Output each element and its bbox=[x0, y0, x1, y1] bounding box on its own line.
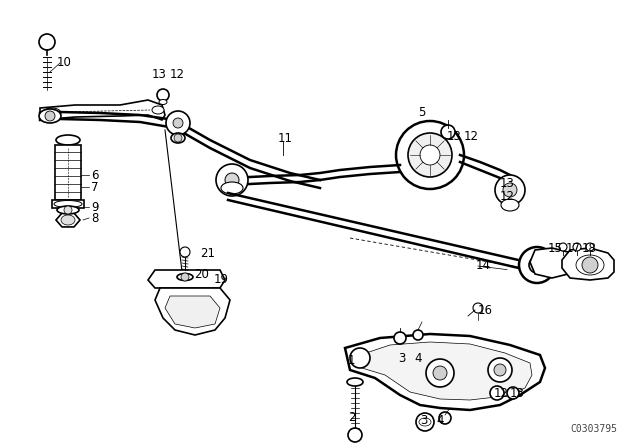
Circle shape bbox=[519, 247, 555, 283]
Text: 13: 13 bbox=[500, 177, 515, 190]
Ellipse shape bbox=[347, 378, 363, 386]
Ellipse shape bbox=[61, 215, 75, 225]
Text: 20: 20 bbox=[194, 267, 209, 280]
Ellipse shape bbox=[56, 135, 80, 145]
Circle shape bbox=[39, 34, 55, 50]
Text: 9: 9 bbox=[91, 201, 99, 214]
Circle shape bbox=[413, 330, 423, 340]
Circle shape bbox=[490, 386, 504, 400]
Polygon shape bbox=[155, 288, 230, 335]
Text: 13: 13 bbox=[152, 68, 167, 81]
Polygon shape bbox=[40, 100, 165, 120]
Circle shape bbox=[45, 111, 55, 121]
Circle shape bbox=[559, 243, 567, 251]
Circle shape bbox=[180, 247, 190, 257]
Circle shape bbox=[173, 118, 183, 128]
Circle shape bbox=[157, 89, 169, 101]
Text: 8: 8 bbox=[91, 211, 99, 224]
Circle shape bbox=[174, 134, 182, 142]
Ellipse shape bbox=[57, 206, 79, 214]
Circle shape bbox=[439, 412, 451, 424]
Circle shape bbox=[495, 175, 525, 205]
Ellipse shape bbox=[501, 199, 519, 211]
Circle shape bbox=[426, 359, 454, 387]
Polygon shape bbox=[530, 248, 572, 278]
Text: 12: 12 bbox=[494, 387, 509, 400]
Text: 21: 21 bbox=[200, 246, 215, 259]
Ellipse shape bbox=[43, 108, 61, 118]
Circle shape bbox=[441, 125, 455, 139]
Circle shape bbox=[433, 366, 447, 380]
Text: 13: 13 bbox=[447, 129, 462, 142]
Text: 10: 10 bbox=[57, 56, 72, 69]
Circle shape bbox=[348, 428, 362, 442]
Text: 3: 3 bbox=[420, 414, 428, 426]
Text: 4: 4 bbox=[436, 414, 444, 426]
Ellipse shape bbox=[171, 133, 185, 143]
Circle shape bbox=[216, 164, 248, 196]
Circle shape bbox=[420, 145, 440, 165]
Text: 3: 3 bbox=[398, 352, 405, 365]
Text: 7: 7 bbox=[91, 181, 99, 194]
Text: 16: 16 bbox=[478, 303, 493, 316]
Circle shape bbox=[64, 206, 72, 214]
Ellipse shape bbox=[177, 273, 193, 280]
Text: 5: 5 bbox=[418, 105, 426, 119]
Circle shape bbox=[586, 243, 594, 251]
Polygon shape bbox=[165, 296, 220, 328]
Text: 12: 12 bbox=[464, 129, 479, 142]
Ellipse shape bbox=[152, 106, 164, 114]
Circle shape bbox=[350, 348, 370, 368]
Text: 18: 18 bbox=[582, 241, 597, 254]
Text: 2: 2 bbox=[348, 410, 355, 423]
Polygon shape bbox=[148, 270, 225, 288]
Ellipse shape bbox=[159, 99, 167, 104]
Polygon shape bbox=[562, 248, 614, 280]
Polygon shape bbox=[360, 342, 532, 400]
Ellipse shape bbox=[54, 201, 82, 207]
Text: 4: 4 bbox=[414, 352, 422, 365]
Circle shape bbox=[488, 358, 512, 382]
Text: 19: 19 bbox=[214, 272, 229, 285]
Text: 13: 13 bbox=[510, 387, 525, 400]
Circle shape bbox=[573, 243, 581, 251]
Circle shape bbox=[507, 387, 519, 399]
Ellipse shape bbox=[419, 418, 431, 426]
Text: 1: 1 bbox=[348, 353, 355, 366]
Polygon shape bbox=[56, 213, 80, 227]
Circle shape bbox=[181, 273, 189, 281]
Circle shape bbox=[494, 364, 506, 376]
Polygon shape bbox=[345, 334, 545, 410]
Circle shape bbox=[408, 133, 452, 177]
Circle shape bbox=[396, 121, 464, 189]
Text: C0303795: C0303795 bbox=[570, 424, 617, 434]
Circle shape bbox=[473, 303, 483, 313]
Ellipse shape bbox=[576, 255, 604, 275]
Text: 14: 14 bbox=[476, 258, 491, 271]
Text: 17: 17 bbox=[566, 241, 581, 254]
Text: 12: 12 bbox=[170, 68, 185, 81]
Ellipse shape bbox=[221, 182, 243, 194]
Circle shape bbox=[529, 257, 545, 273]
Circle shape bbox=[582, 257, 598, 273]
Circle shape bbox=[394, 332, 406, 344]
Circle shape bbox=[166, 111, 190, 135]
Text: 6: 6 bbox=[91, 168, 99, 181]
Polygon shape bbox=[55, 145, 81, 200]
Circle shape bbox=[503, 183, 517, 197]
Text: 15: 15 bbox=[548, 241, 563, 254]
Text: 12: 12 bbox=[500, 190, 515, 202]
Polygon shape bbox=[52, 200, 84, 208]
Ellipse shape bbox=[39, 109, 61, 123]
Circle shape bbox=[225, 173, 239, 187]
Circle shape bbox=[416, 413, 434, 431]
Text: 11: 11 bbox=[278, 132, 293, 145]
